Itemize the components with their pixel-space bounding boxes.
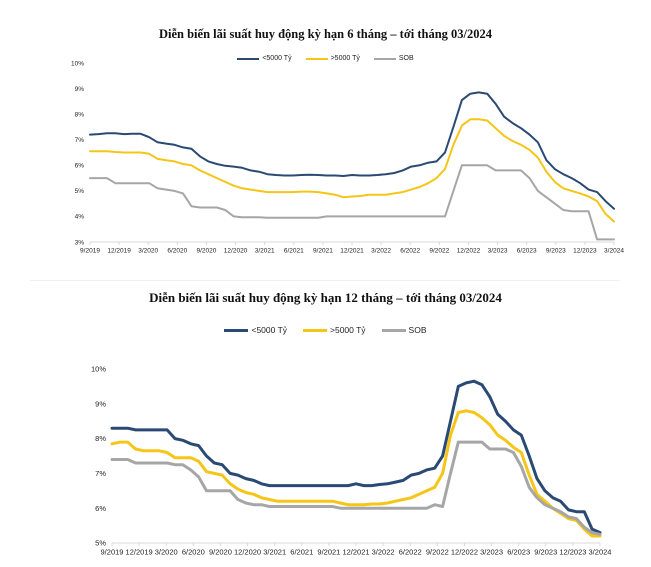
x-tick-label: 9/2019 [80, 248, 100, 255]
legend-swatch [303, 328, 328, 332]
y-tick-label: 3% [75, 239, 85, 246]
y-tick-label: 9% [75, 86, 85, 93]
series-line [110, 379, 602, 535]
legend-label: SOB [408, 325, 427, 335]
y-tick-label: 5% [95, 539, 106, 548]
x-tick-label: 12/2023 [559, 548, 586, 557]
legend-item: >5000 Tỷ [303, 325, 366, 335]
y-tick-label: 7% [95, 469, 106, 478]
x-tick-label: 6/2023 [517, 248, 537, 255]
x-tick-label: 6/2020 [167, 248, 187, 255]
legend-label: <5000 Tỷ [251, 325, 288, 335]
legend-label: >5000 Tỷ [330, 325, 366, 335]
x-tick-label: 12/2020 [224, 248, 248, 255]
x-tick-label: 6/2020 [182, 548, 205, 557]
x-tick-label: 9/2023 [534, 548, 557, 557]
x-tick-label: 6/2021 [284, 248, 304, 255]
plot-area: 3% 4% 5% 6% 7% 8% 9% 10% 9/2019 12/2019 3/2020 6/20… [71, 60, 624, 255]
legend-item: <5000 Tỷ [224, 325, 287, 335]
x-tick-label: 3/2020 [138, 248, 158, 255]
y-tick-label: 7% [75, 137, 85, 144]
legend-item: >5000 Tỷ [305, 55, 360, 62]
y-tick-label: 6% [75, 163, 85, 170]
x-tick-label: 3/2023 [480, 548, 503, 557]
legend-item: <5000 Tỷ [237, 55, 292, 62]
legend-label: SOB [398, 55, 414, 62]
x-tick-label: 3/2024 [589, 548, 612, 557]
legend-item: SOB [373, 55, 414, 62]
x-tick-label: 6/2023 [507, 548, 530, 557]
legend-label: <5000 Tỷ [262, 55, 292, 62]
x-tick-label: 9/2022 [429, 248, 449, 255]
legend: <5000 Tỷ >5000 Tỷ SOB [0, 325, 651, 335]
x-tick-label: 12/2019 [126, 548, 153, 557]
legend-item: SOB [381, 325, 427, 335]
legend-swatch [373, 57, 396, 60]
x-tick-label: 9/2021 [313, 248, 333, 255]
x-tick-label: 12/2020 [234, 548, 261, 557]
x-tick-label: 3/2021 [263, 548, 286, 557]
x-tick-label: 3/2022 [371, 248, 391, 255]
x-tick-label: 9/2020 [209, 548, 232, 557]
x-tick-label: 6/2021 [290, 548, 313, 557]
x-tick-label: 9/2021 [317, 548, 340, 557]
legend-label: >5000 Tỷ [330, 55, 360, 62]
x-tick-label: 9/2020 [196, 248, 216, 255]
chart-6-month: Diễn biến lãi suất huy động kỳ hạn 6 thá… [0, 0, 651, 280]
x-tick-label: 12/2022 [451, 548, 478, 557]
legend-swatch [381, 328, 406, 332]
x-tick-label: 12/2021 [340, 248, 364, 255]
x-tick-label: 12/2019 [107, 248, 131, 255]
y-tick-label: 8% [95, 434, 106, 443]
chart-12-month: Diễn biến lãi suất huy động kỳ hạn 12 th… [0, 282, 651, 567]
y-tick-label: 10% [71, 60, 84, 67]
series-line [110, 409, 602, 538]
legend-swatch [305, 57, 328, 60]
y-tick-label: 5% [75, 188, 85, 195]
x-tick-label: 9/2022 [426, 548, 449, 557]
chart-title: Diễn biến lãi suất huy động kỳ hạn 12 th… [149, 290, 502, 305]
x-tick-label: 9/2023 [546, 248, 566, 255]
x-tick-label: 12/2021 [342, 548, 369, 557]
y-tick-label: 9% [95, 399, 106, 408]
divider [30, 280, 620, 281]
x-tick-label: 3/2024 [604, 248, 624, 255]
series-line [89, 91, 615, 210]
y-tick-label: 4% [75, 214, 85, 221]
y-tick-label: 8% [75, 111, 85, 118]
x-tick-label: 6/2022 [399, 548, 422, 557]
x-tick-label: 12/2023 [573, 248, 597, 255]
legend-swatch [237, 57, 260, 60]
series-line [89, 164, 615, 241]
y-tick-label: 10% [91, 365, 106, 374]
x-tick-label: 6/2022 [400, 248, 420, 255]
x-tick-label: 3/2020 [155, 548, 178, 557]
chart-title: Diễn biến lãi suất huy động kỳ hạn 6 thá… [158, 27, 493, 41]
legend-swatch [224, 328, 249, 332]
x-tick-label: 9/2019 [101, 548, 124, 557]
y-tick-label: 6% [95, 504, 106, 513]
legend: <5000 Tỷ >5000 Tỷ SOB [0, 55, 651, 62]
x-tick-label: 3/2021 [255, 248, 275, 255]
series-line [110, 440, 602, 536]
series-line [89, 118, 615, 223]
x-tick-label: 3/2023 [488, 248, 508, 255]
x-tick-label: 3/2022 [372, 548, 395, 557]
x-tick-label: 12/2022 [457, 248, 481, 255]
plot-area: 5% 6% 7% 8% 9% 10% 9/2019 12/2019 3/2020 6/2020 9/… [91, 365, 612, 557]
